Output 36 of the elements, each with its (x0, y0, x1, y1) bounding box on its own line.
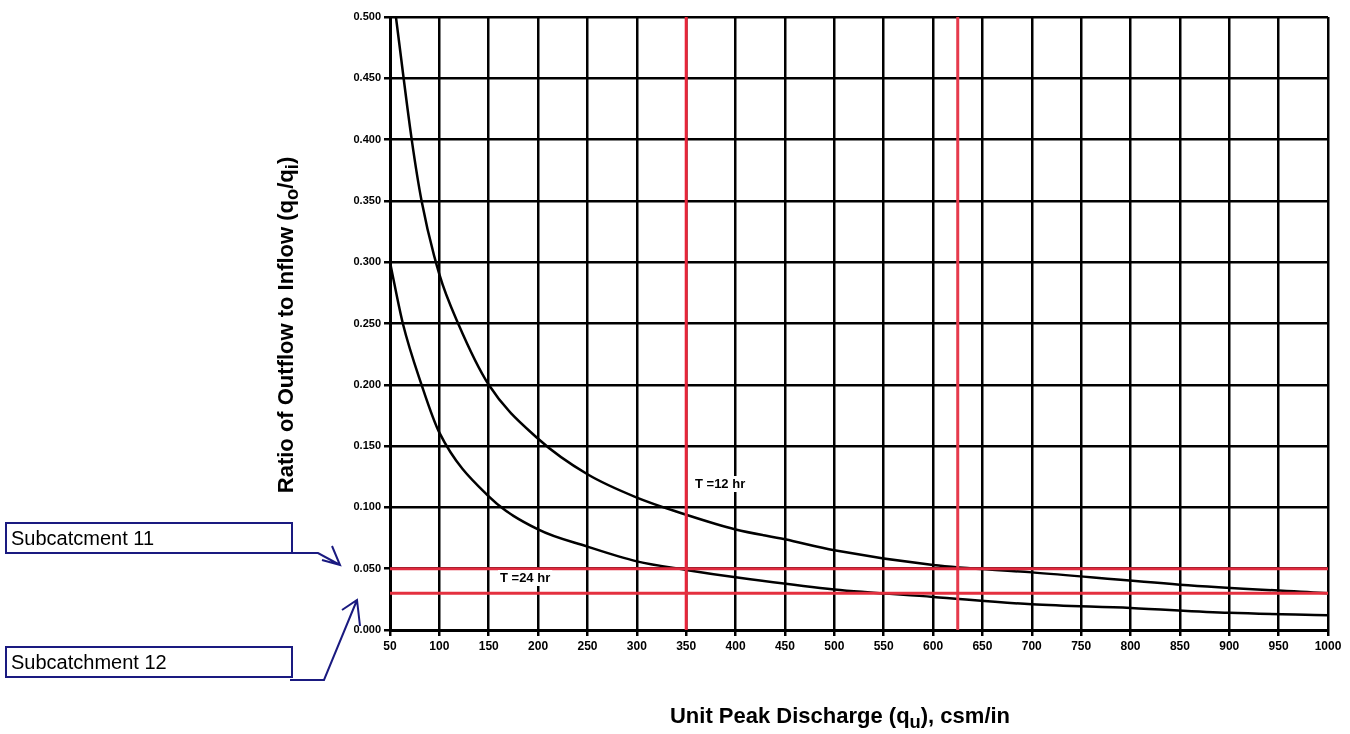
y-tick-label: 0.350 (353, 193, 381, 206)
x-tick-label: 150 (478, 638, 500, 653)
x-tick-label: 550 (873, 638, 895, 653)
x-tick-label: 250 (577, 638, 598, 653)
x-tick-label: 400 (725, 638, 746, 653)
x-tick-label: 300 (626, 638, 648, 653)
x-tick-label: 650 (972, 638, 993, 653)
y-tick-label: 0.050 (353, 561, 381, 574)
y-tick-label: 0.150 (353, 439, 381, 452)
x-tick-label: 700 (1021, 638, 1043, 653)
x-tick-label: 600 (923, 638, 944, 653)
y-tick-label: 0.450 (353, 71, 381, 84)
x-tick-label: 50 (383, 638, 397, 653)
x-axis-title: Unit Peak Discharge (q$_{u}$), csm/in (669, 702, 1011, 734)
annotation: T =24 hr (500, 569, 551, 585)
x-tick-label: 200 (528, 638, 549, 653)
x-tick-label: 350 (676, 638, 697, 653)
y-tick-label: 0.500 (353, 10, 381, 23)
y-tick-label: 0.300 (353, 255, 381, 268)
y-tick-label: 0.200 (353, 377, 381, 390)
x-tick-label: 800 (1120, 638, 1141, 653)
y-tick-label: 0.400 (353, 132, 381, 145)
x-tick-label: 1000 (1314, 638, 1342, 653)
annotation: T =12 hr (695, 475, 746, 491)
x-tick-label: 100 (429, 638, 450, 653)
x-tick-label: 900 (1219, 638, 1240, 653)
x-tick-label: 450 (774, 638, 796, 653)
y-tick-label: 0.250 (353, 316, 381, 329)
y-tick-label: 0.100 (353, 500, 381, 513)
text: Subcatcment 11 (5, 522, 293, 554)
x-tick-label: 500 (824, 638, 845, 653)
x-tick-label: 850 (1169, 638, 1191, 653)
x-tick-label: 950 (1268, 638, 1289, 653)
text: Subcatchment 12 (5, 646, 293, 678)
y-tick-label: 0.000 (353, 623, 381, 636)
x-tick-label: 750 (1071, 638, 1092, 653)
